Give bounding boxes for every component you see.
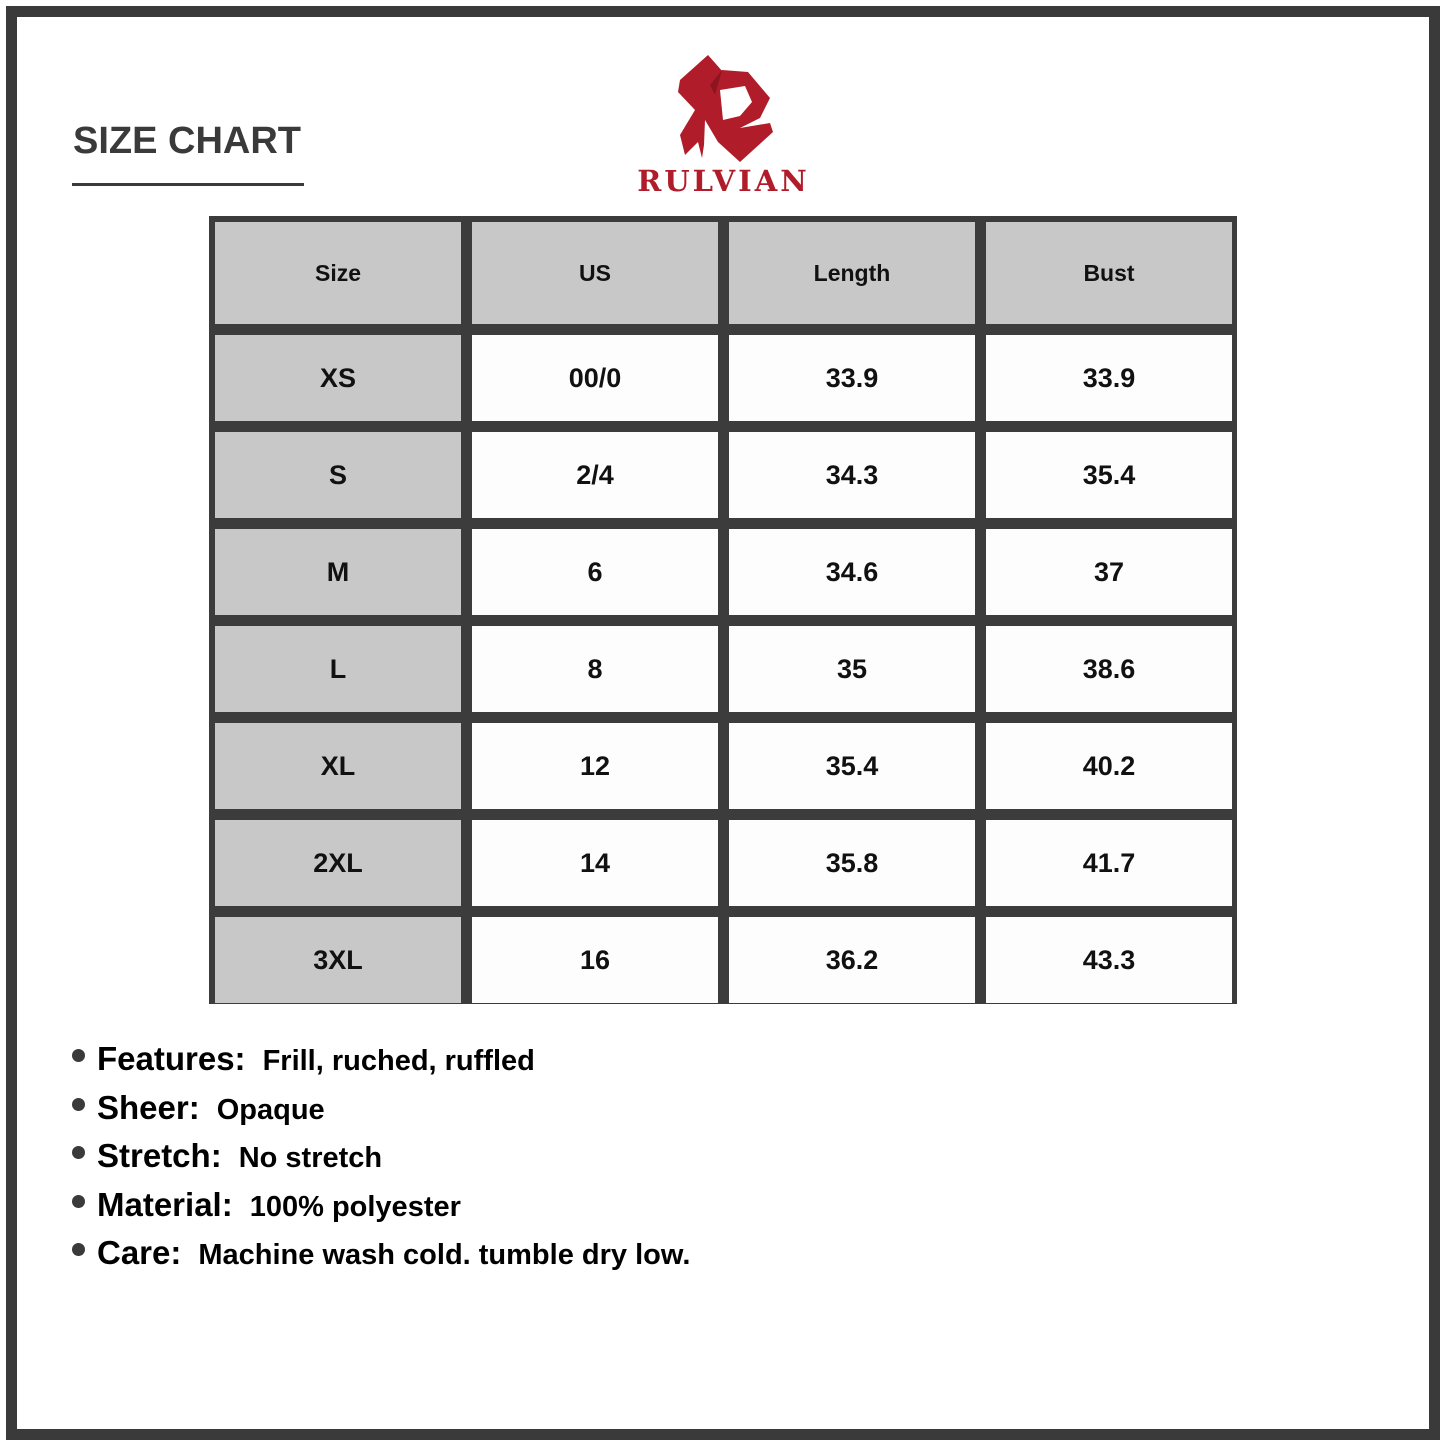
spec-value: Frill, ruched, ruffled	[262, 1045, 535, 1077]
table-cell-length: 35	[729, 626, 975, 712]
header-us: US	[472, 222, 718, 324]
header-bust: Bust	[986, 222, 1232, 324]
table-cell-length: 34.6	[729, 529, 975, 615]
brand-logo-icon	[678, 55, 773, 162]
table-cell-size: L	[215, 626, 461, 712]
spec-item: Material: 100% polyester	[72, 1186, 690, 1235]
bullet-icon	[72, 1049, 85, 1062]
table-cell-bust: 41.7	[986, 820, 1232, 906]
table-cell-size: XS	[215, 335, 461, 421]
header-length: Length	[729, 222, 975, 324]
spec-label: Sheer:	[97, 1088, 200, 1126]
table-cell-us: 16	[472, 917, 718, 1003]
brand-name: RULVIAN	[637, 164, 810, 198]
table-cell-bust: 40.2	[986, 723, 1232, 809]
bullet-icon	[72, 1194, 85, 1208]
table-cell-bust: 37	[986, 529, 1232, 615]
table-cell-size: XL	[215, 723, 461, 809]
bullet-icon	[72, 1097, 85, 1111]
table-cell-us: 6	[472, 529, 718, 615]
bullet-icon	[72, 1243, 85, 1256]
spec-value: 100% polyester	[249, 1190, 461, 1223]
table-cell-us: 00/0	[472, 335, 718, 421]
spec-value: Opaque	[216, 1093, 325, 1126]
header-size: Size	[215, 222, 461, 324]
spec-item: Care: Machine wash cold. tumble dry low.	[72, 1234, 690, 1283]
size-table: Size US Length Bust XS 00/0 33.9 33.9 S 2/4 34…	[209, 216, 1237, 1004]
table-cell-size: 2XL	[215, 820, 461, 906]
table-cell-bust: 35.4	[986, 432, 1232, 518]
table-cell-length: 35.4	[729, 723, 975, 809]
table-cell-size: S	[215, 432, 461, 518]
table-cell-us: 14	[472, 820, 718, 906]
table-cell-us: 12	[472, 723, 718, 809]
spec-value: Machine wash cold. tumble dry low.	[198, 1239, 691, 1271]
spec-item: Sheer: Opaque	[72, 1089, 690, 1138]
bullet-icon	[72, 1146, 85, 1159]
table-cell-bust: 43.3	[986, 917, 1232, 1003]
table-cell-length: 35.8	[729, 820, 975, 906]
title-underline	[72, 183, 304, 186]
spec-label: Stretch:	[97, 1137, 222, 1174]
table-cell-us: 2/4	[472, 432, 718, 518]
spec-item: Stretch: No stretch	[72, 1137, 690, 1186]
table-cell-length: 36.2	[729, 917, 975, 1003]
table-cell-length: 34.3	[729, 432, 975, 518]
spec-label: Features:	[97, 1040, 246, 1077]
spec-label: Care:	[97, 1234, 182, 1271]
table-cell-size: 3XL	[215, 917, 461, 1003]
spec-item: Features: Frill, ruched, ruffled	[72, 1040, 690, 1089]
spec-list: Features: Frill, ruched, ruffled Sheer: Opa…	[72, 1040, 690, 1283]
page-frame	[6, 6, 1440, 1440]
spec-label: Material:	[97, 1185, 233, 1223]
table-cell-length: 33.9	[729, 335, 975, 421]
table-cell-us: 8	[472, 626, 718, 712]
table-cell-bust: 38.6	[986, 626, 1232, 712]
table-cell-bust: 33.9	[986, 335, 1232, 421]
page-title: SIZE CHART	[73, 120, 301, 162]
table-cell-size: M	[215, 529, 461, 615]
spec-value: No stretch	[238, 1142, 383, 1174]
